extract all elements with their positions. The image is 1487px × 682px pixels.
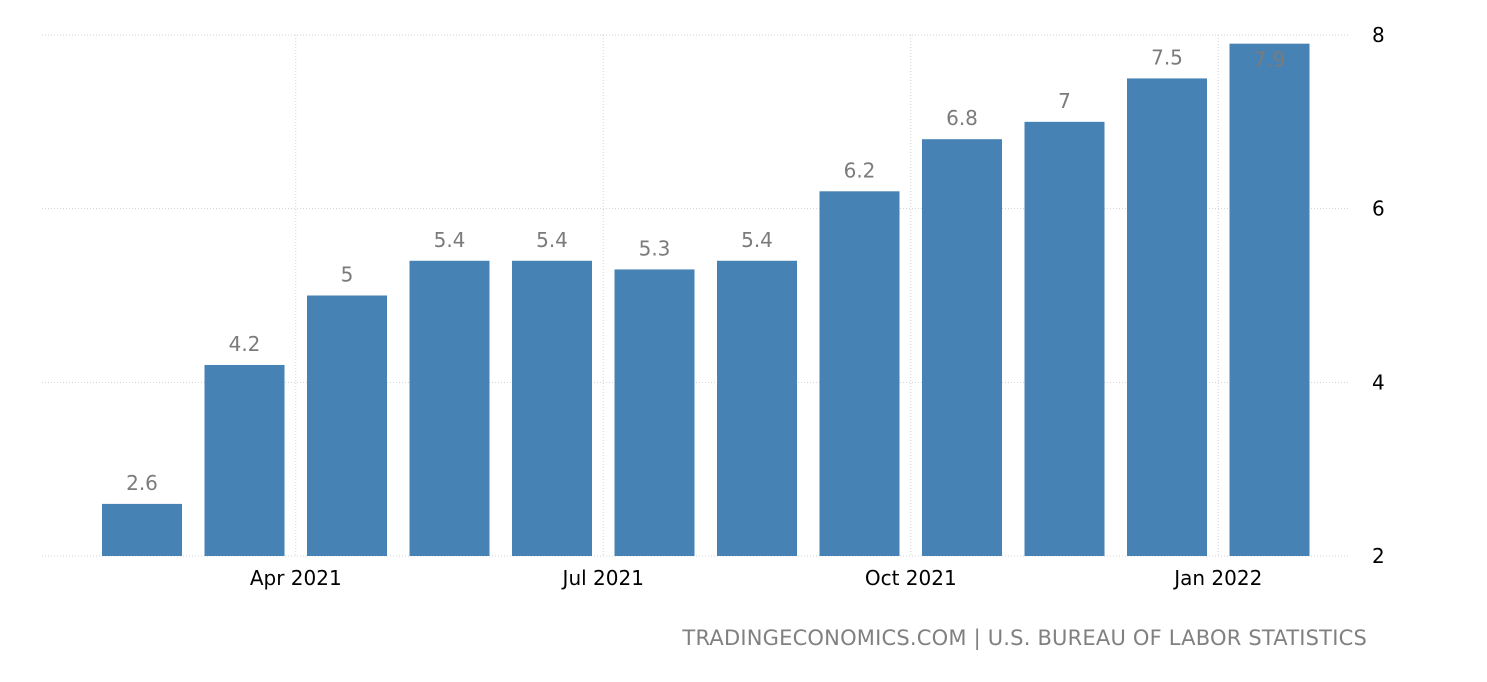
data-label: 5.4 — [434, 228, 466, 252]
data-label: 7 — [1058, 89, 1071, 113]
x-tick-label: Jul 2021 — [561, 566, 644, 590]
value-labels: 2.6 4.2 5 5.4 5.4 5.3 5.4 6.2 6.8 7 7.5 7.9 — [126, 45, 1285, 494]
data-label: 5.4 — [741, 228, 773, 252]
x-tick-label: Jan 2022 — [1172, 566, 1262, 590]
data-label: 5.3 — [639, 236, 671, 260]
bars — [102, 43, 1310, 557]
x-tick-label: Apr 2021 — [250, 566, 342, 590]
bar — [1229, 43, 1310, 556]
bar — [307, 295, 387, 556]
data-label: 2.6 — [126, 471, 158, 495]
bar — [717, 260, 797, 556]
x-axis: Apr 2021 Jul 2021 Oct 2021 Jan 2022 — [250, 566, 1262, 590]
bar — [922, 139, 1002, 556]
bar — [1024, 121, 1105, 556]
y-axis: 2 4 6 8 — [1372, 23, 1385, 568]
data-label: 5 — [341, 263, 354, 287]
data-label: 7.5 — [1151, 45, 1183, 69]
y-tick-label: 2 — [1372, 544, 1385, 568]
bar — [409, 260, 490, 556]
data-label: 5.4 — [536, 228, 568, 252]
bar — [102, 503, 182, 556]
source-credit: TRADINGECONOMICS.COM | U.S. BUREAU OF LA… — [682, 626, 1367, 650]
data-label: 6.2 — [844, 158, 876, 182]
bar — [204, 364, 285, 556]
y-tick-label: 4 — [1372, 370, 1385, 394]
data-label: 4.2 — [229, 332, 261, 356]
x-tick-label: Oct 2021 — [865, 566, 957, 590]
bar — [819, 191, 900, 557]
bar — [614, 269, 695, 556]
y-tick-label: 8 — [1372, 23, 1385, 47]
bar — [1127, 78, 1207, 557]
data-label: 7.9 — [1254, 48, 1286, 72]
bar — [512, 260, 592, 556]
y-tick-label: 6 — [1372, 197, 1385, 221]
data-label: 6.8 — [946, 106, 978, 130]
